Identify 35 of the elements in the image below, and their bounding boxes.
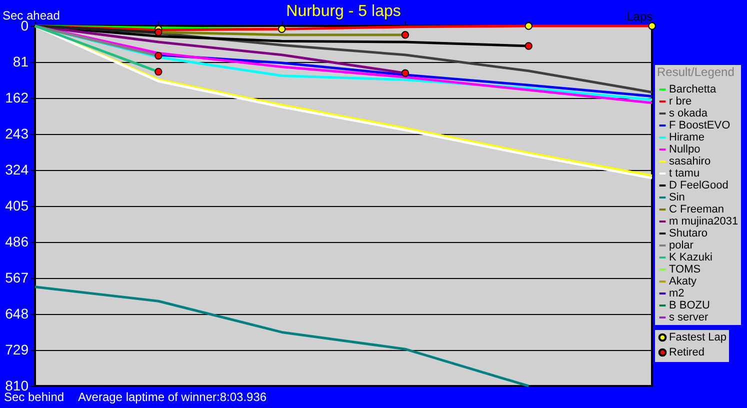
legend-label: polar [669,240,694,252]
legend-label: Shutaro [669,228,708,240]
y-tick-label: 648 [5,306,29,322]
chart-title: Nurburg - 5 laps [286,3,401,20]
x-axis-title: Laps [626,10,652,24]
y-tick-label: 81 [12,54,29,70]
legend-label: Fastest Lap [669,332,726,344]
legend-label: Akaty [669,276,698,288]
legend-label: F BoostEVO [669,120,731,132]
legend-label: s okada [669,108,708,120]
legend-label: m2 [669,288,684,300]
y-tick-label: 324 [5,162,29,178]
legend-label: Hirame [669,132,704,144]
legend-label: sasahiro [669,156,711,168]
legend-label: C Freeman [669,204,724,216]
legend-label: r bre [669,96,692,108]
legend-label: Nullpo [669,144,700,156]
y-tick-label: 567 [5,270,29,286]
y-tick-label: 243 [5,126,29,142]
y-tick-label: 405 [5,198,29,214]
text: Average laptime of winner:8:03.936 [78,390,267,404]
legend-label: Sin [669,192,685,204]
legend-label: K Kazuki [669,252,712,264]
legend-title: Result/Legend [657,65,734,79]
y-tick-label: 486 [5,234,29,250]
legend-label: D FeelGood [669,180,728,192]
legend-label: Barchetta [669,84,717,96]
legend-label: Retired [669,346,704,358]
legend-label: m mujina2031 [669,216,738,228]
legend-label: TOMS [669,264,701,276]
legend-label: B BOZU [669,300,710,312]
legend-label: t tamu [669,168,700,180]
y-tick-label: 729 [5,342,29,358]
legend-label: s server [669,312,708,324]
y-tick-label: 162 [5,90,29,106]
